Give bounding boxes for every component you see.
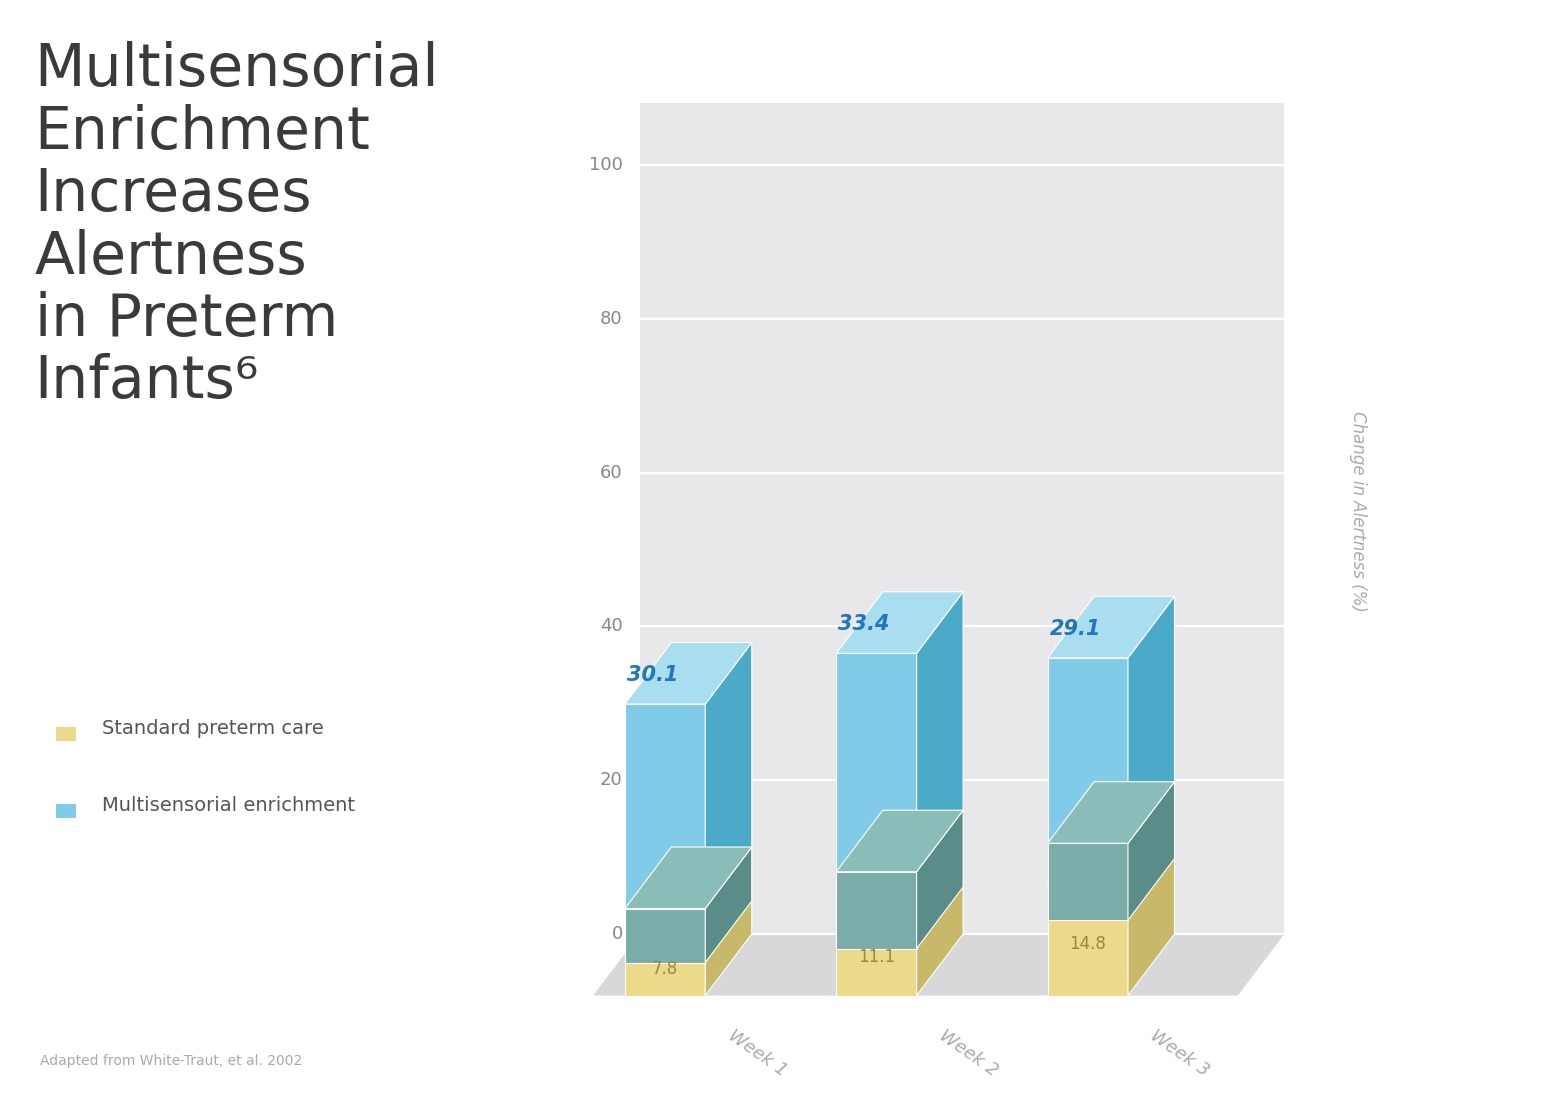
Bar <box>56 727 76 740</box>
Polygon shape <box>1128 821 1175 996</box>
Polygon shape <box>705 874 752 996</box>
Polygon shape <box>916 848 963 996</box>
Polygon shape <box>837 848 963 910</box>
Polygon shape <box>1048 596 1175 658</box>
Polygon shape <box>705 847 752 962</box>
Text: 33.4: 33.4 <box>839 614 890 634</box>
Text: 0: 0 <box>612 925 623 943</box>
Text: Week 1: Week 1 <box>724 1026 790 1080</box>
Polygon shape <box>625 936 705 996</box>
Polygon shape <box>916 592 963 910</box>
Text: 30.1: 30.1 <box>626 664 677 685</box>
Text: 11.1: 11.1 <box>857 948 894 966</box>
Polygon shape <box>625 704 705 936</box>
Text: Week 2: Week 2 <box>936 1026 1001 1080</box>
Text: Change in Alertness (%): Change in Alertness (%) <box>1350 410 1367 612</box>
Polygon shape <box>837 872 916 948</box>
Polygon shape <box>640 103 1285 934</box>
Text: Adapted from White-Traut, et al. 2002: Adapted from White-Traut, et al. 2002 <box>40 1055 302 1068</box>
Polygon shape <box>1128 596 1175 882</box>
Text: 80: 80 <box>600 310 623 328</box>
Bar <box>56 804 76 817</box>
Text: 40: 40 <box>600 617 623 636</box>
Polygon shape <box>1048 658 1128 882</box>
Polygon shape <box>705 642 752 936</box>
Polygon shape <box>625 642 752 704</box>
Text: 29.1: 29.1 <box>1049 618 1100 639</box>
Text: 14.8: 14.8 <box>1070 935 1107 954</box>
Polygon shape <box>625 909 705 962</box>
Text: Standard preterm care: Standard preterm care <box>102 718 324 738</box>
Text: 7.8: 7.8 <box>653 959 679 978</box>
Polygon shape <box>1128 782 1175 921</box>
Text: 20: 20 <box>600 771 623 789</box>
Text: 60: 60 <box>600 463 623 482</box>
Polygon shape <box>837 653 916 910</box>
Polygon shape <box>1048 882 1128 996</box>
Polygon shape <box>594 934 1285 996</box>
Polygon shape <box>625 874 752 936</box>
Text: Multisensorial
Enrichment
Increases
Alertness
in Preterm
Infants⁶: Multisensorial Enrichment Increases Aler… <box>34 42 439 410</box>
Polygon shape <box>916 811 963 948</box>
Polygon shape <box>837 811 963 872</box>
Text: Week 3: Week 3 <box>1147 1026 1212 1080</box>
Polygon shape <box>1048 782 1175 844</box>
Polygon shape <box>1048 844 1128 921</box>
Polygon shape <box>837 592 963 653</box>
Polygon shape <box>625 847 752 909</box>
Text: 100: 100 <box>589 156 623 174</box>
Text: Multisensorial enrichment: Multisensorial enrichment <box>102 795 355 815</box>
Polygon shape <box>837 910 916 996</box>
Polygon shape <box>1048 821 1175 882</box>
